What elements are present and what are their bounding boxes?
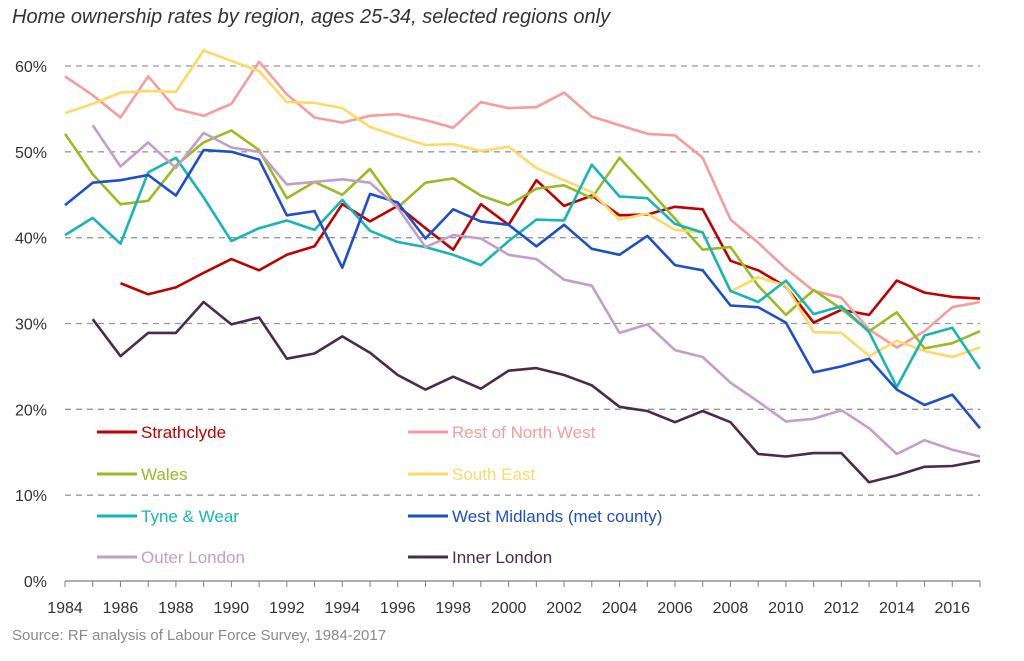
legend-item: West Midlands (met county) [408, 507, 662, 526]
x-tick-label: 2014 [879, 600, 915, 617]
legend-label: Inner London [452, 548, 552, 567]
series-line-south-east [64, 49, 981, 359]
legend-label: Wales [141, 465, 188, 484]
series-lines [63, 49, 982, 484]
x-tick-label: 2010 [768, 600, 804, 617]
chart-title: Home ownership rates by region, ages 25-… [12, 6, 611, 28]
series-line-rest-of-north-west [64, 60, 981, 349]
x-tick-label: 1990 [214, 600, 250, 617]
source-note: Source: RF analysis of Labour Force Surv… [12, 627, 387, 644]
grid-lines [65, 65, 980, 496]
y-axis-ticks: 0% 10% 20% 30% 40% 50% 60% [15, 59, 47, 591]
series-line-strathclyde [120, 178, 981, 324]
x-tick-label: 1998 [435, 600, 471, 617]
x-tick-label: 2000 [491, 600, 527, 617]
x-axis: 1984 1986 1988 1990 1992 1994 1996 1998 2000 2002… [47, 580, 981, 617]
y-tick-label: 20% [15, 402, 47, 419]
x-tick-label: 2016 [934, 600, 970, 617]
legend-item: Tyne & Wear [97, 507, 239, 526]
legend-item: Wales [97, 465, 188, 484]
series-line-wales [63, 129, 981, 350]
y-tick-label: 30% [15, 317, 47, 334]
legend-label: South East [452, 465, 535, 484]
x-tick-label: 2004 [602, 600, 638, 617]
x-tick-label: 1992 [269, 600, 305, 617]
legend-label: Strathclyde [141, 423, 226, 442]
x-tick-label: 2012 [824, 600, 860, 617]
y-tick-label: 40% [15, 231, 47, 248]
series-line-west-midlands-met-county [64, 148, 982, 430]
x-tick-label: 1986 [103, 600, 139, 617]
y-tick-label: 10% [15, 488, 47, 505]
series-line-inner-london [91, 300, 981, 484]
legend-label: Rest of North West [452, 423, 596, 442]
y-tick-label: 0% [24, 574, 47, 591]
legend: Strathclyde Rest of North West Wales South … [97, 423, 662, 567]
legend-label: West Midlands (met county) [452, 507, 662, 526]
legend-item: Strathclyde [97, 423, 226, 442]
series-line-outer-london [91, 124, 981, 458]
y-tick-label: 60% [15, 59, 47, 76]
legend-item: Outer London [97, 548, 245, 567]
legend-label: Tyne & Wear [141, 507, 239, 526]
series-line-tyne-wear [64, 156, 982, 389]
x-tick-label: 2002 [546, 600, 582, 617]
x-tick-label: 1988 [158, 600, 194, 617]
y-tick-label: 50% [15, 145, 47, 162]
x-tick-label: 1996 [380, 600, 416, 617]
x-tick-label: 2006 [657, 600, 693, 617]
x-tick-label: 2008 [713, 600, 749, 617]
legend-label: Outer London [141, 548, 245, 567]
x-tick-label: 1984 [47, 600, 83, 617]
legend-item: Rest of North West [408, 423, 596, 442]
x-tick-label: 1994 [324, 600, 360, 617]
legend-item: Inner London [408, 548, 552, 567]
legend-item: South East [408, 465, 535, 484]
